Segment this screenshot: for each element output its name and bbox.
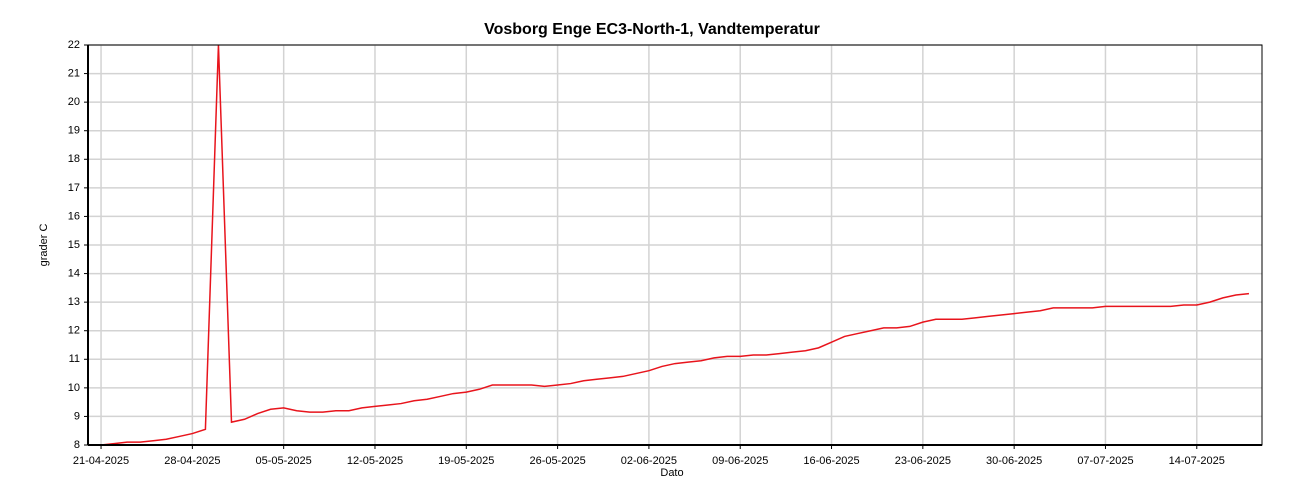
data-line bbox=[94, 45, 1250, 445]
x-tick-label: 26-05-2025 bbox=[529, 455, 585, 467]
y-tick-label: 21 bbox=[68, 67, 80, 79]
y-tick-label: 20 bbox=[68, 96, 80, 108]
y-tick-label: 12 bbox=[68, 325, 80, 337]
x-axis-label: Dato bbox=[660, 467, 683, 479]
x-tick-label: 30-06-2025 bbox=[986, 455, 1042, 467]
x-tick-label: 23-06-2025 bbox=[895, 455, 951, 467]
y-tick-label: 11 bbox=[69, 353, 80, 365]
chart-title: Vosborg Enge EC3-North-1, Vandtemperatur bbox=[484, 21, 820, 38]
y-axis-label: grader C bbox=[38, 224, 50, 267]
axes: 8 9 10 11 12 13 14 15 16 17 18 19 20 21 22 21-04-2025 28… bbox=[68, 39, 1263, 467]
y-tick-label: 17 bbox=[68, 182, 80, 194]
x-tick-label: 19-05-2025 bbox=[438, 455, 494, 467]
y-tick-label: 22 bbox=[68, 39, 80, 51]
y-tick-label: 16 bbox=[68, 210, 80, 222]
y-tick-label: 8 bbox=[74, 439, 80, 451]
y-tick-label: 15 bbox=[68, 239, 80, 251]
y-tick-label: 19 bbox=[68, 125, 80, 137]
x-tick-label: 02-06-2025 bbox=[621, 455, 677, 467]
y-tick-label: 14 bbox=[68, 267, 80, 279]
x-tick-label: 07-07-2025 bbox=[1077, 455, 1133, 467]
x-tick-label: 14-07-2025 bbox=[1169, 455, 1225, 467]
x-tick-label: 21-04-2025 bbox=[73, 455, 129, 467]
y-tick-label: 13 bbox=[68, 296, 80, 308]
x-tick-label: 28-04-2025 bbox=[164, 455, 220, 467]
x-tick-label: 05-05-2025 bbox=[256, 455, 312, 467]
x-tick-label: 16-06-2025 bbox=[803, 455, 859, 467]
y-tick-label: 9 bbox=[74, 410, 80, 422]
x-tick-label: 12-05-2025 bbox=[347, 455, 403, 467]
y-tick-label: 10 bbox=[68, 382, 80, 394]
plot bbox=[94, 45, 1250, 445]
x-tick-label: 09-06-2025 bbox=[712, 455, 768, 467]
y-tick-label: 18 bbox=[68, 153, 80, 165]
